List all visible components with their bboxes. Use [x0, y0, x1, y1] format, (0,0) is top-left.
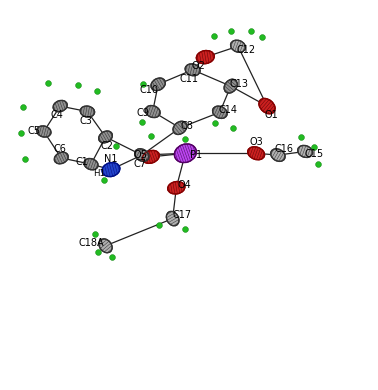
Ellipse shape: [143, 151, 160, 163]
Ellipse shape: [212, 106, 227, 119]
Text: O2: O2: [192, 61, 206, 71]
Text: C13: C13: [229, 79, 248, 89]
Text: C8: C8: [180, 121, 193, 131]
Ellipse shape: [80, 106, 94, 117]
Text: C16: C16: [275, 144, 294, 154]
Text: P1: P1: [190, 150, 202, 160]
Ellipse shape: [145, 105, 160, 117]
Ellipse shape: [196, 50, 214, 64]
Ellipse shape: [99, 131, 112, 143]
Text: O3: O3: [249, 137, 263, 147]
Text: C2: C2: [101, 141, 114, 151]
Text: C10: C10: [139, 85, 159, 95]
Text: C7: C7: [133, 159, 147, 169]
Text: C5: C5: [27, 126, 40, 136]
Ellipse shape: [102, 163, 120, 177]
Ellipse shape: [37, 126, 51, 137]
Ellipse shape: [135, 149, 149, 161]
Text: N1: N1: [104, 154, 118, 164]
Ellipse shape: [298, 145, 313, 158]
Text: C6: C6: [53, 144, 66, 154]
Text: C4: C4: [50, 110, 63, 120]
Text: C15: C15: [305, 149, 324, 160]
Ellipse shape: [231, 40, 245, 52]
Ellipse shape: [54, 152, 68, 164]
Text: C1: C1: [76, 157, 88, 167]
Ellipse shape: [84, 158, 98, 170]
Ellipse shape: [173, 121, 187, 135]
Text: C12: C12: [236, 45, 256, 55]
Ellipse shape: [166, 211, 179, 226]
Ellipse shape: [151, 78, 165, 90]
Ellipse shape: [168, 181, 185, 194]
Ellipse shape: [271, 149, 285, 161]
Text: C18A: C18A: [79, 238, 105, 248]
Text: O1: O1: [265, 110, 278, 120]
Text: C17: C17: [172, 210, 191, 220]
Text: C14: C14: [218, 105, 237, 115]
Ellipse shape: [53, 100, 67, 112]
Ellipse shape: [248, 147, 265, 160]
Text: C11: C11: [180, 74, 198, 84]
Text: O5: O5: [134, 150, 148, 160]
Text: H1: H1: [93, 169, 105, 179]
Text: C3: C3: [79, 115, 92, 126]
Ellipse shape: [174, 144, 197, 163]
Ellipse shape: [224, 79, 237, 93]
Ellipse shape: [259, 98, 275, 114]
Ellipse shape: [99, 239, 112, 253]
Text: C9: C9: [136, 108, 149, 118]
Ellipse shape: [185, 64, 200, 76]
Text: O4: O4: [177, 180, 191, 190]
